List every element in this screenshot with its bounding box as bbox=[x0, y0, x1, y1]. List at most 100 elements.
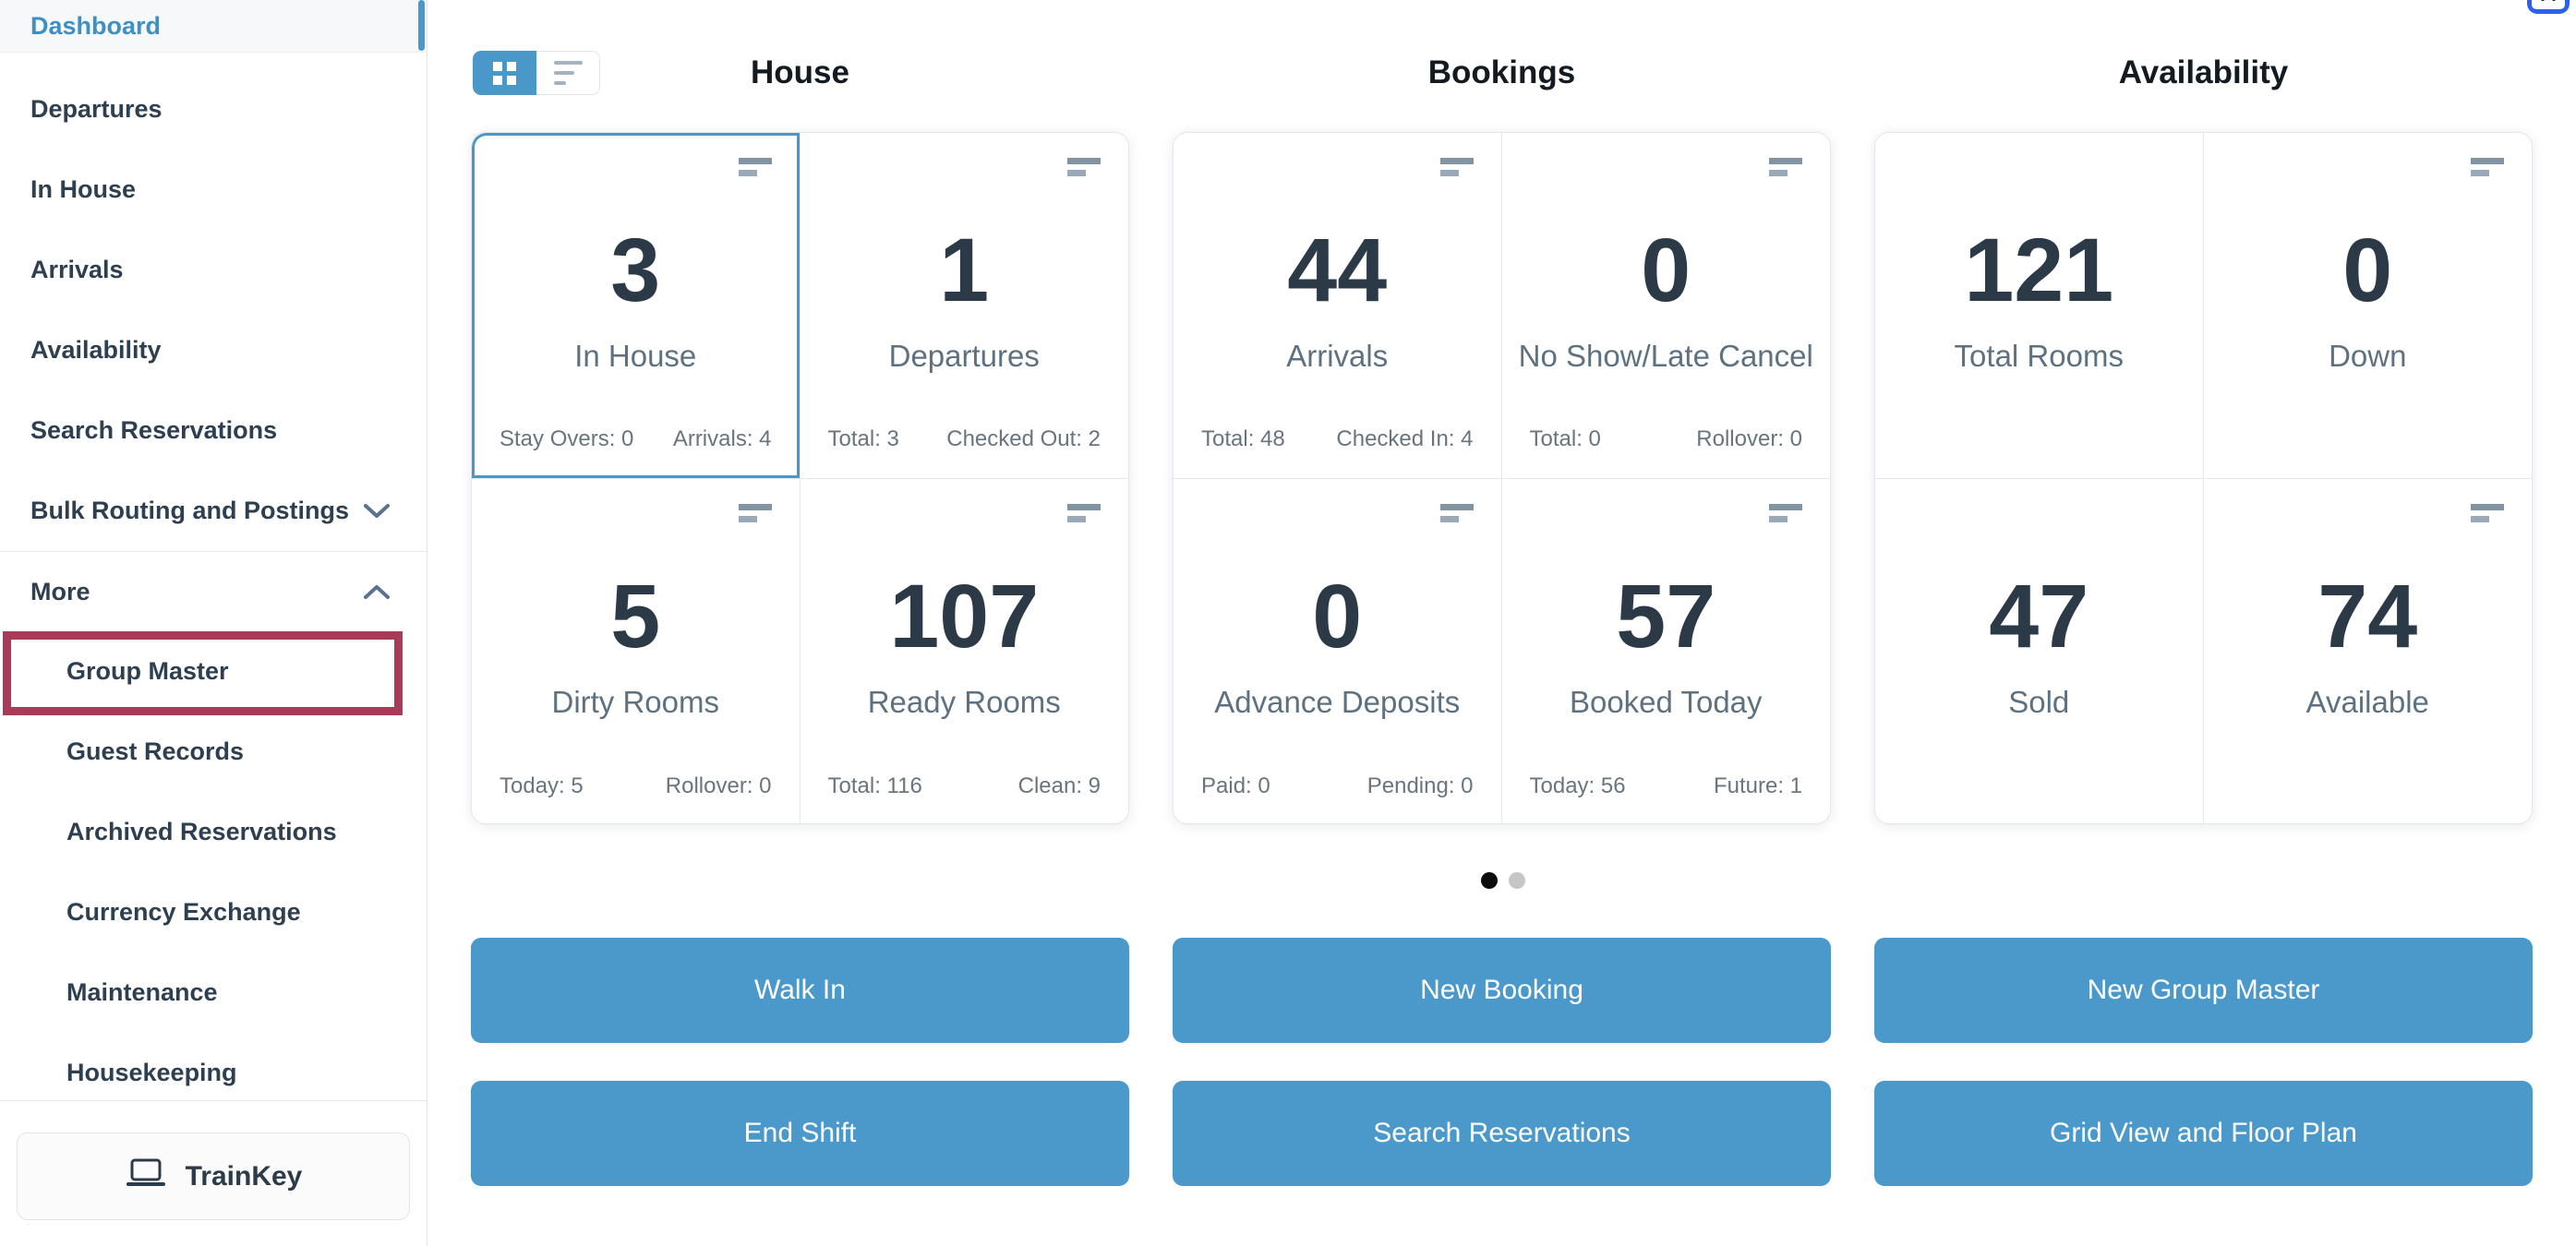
stat-label: Booked Today bbox=[1569, 685, 1763, 719]
action-button-new-booking[interactable]: New Booking bbox=[1173, 938, 1831, 1043]
grid-view-button[interactable] bbox=[473, 51, 536, 95]
sidebar-item-dashboard[interactable]: Dashboard bbox=[0, 0, 427, 53]
sidebar-item-maintenance[interactable]: Maintenance bbox=[0, 952, 427, 1033]
card-menu-icon[interactable] bbox=[1769, 504, 1802, 522]
stat-footer: Total: 0 Rollover: 0 bbox=[1530, 426, 1803, 452]
stat-card-available[interactable]: 74 Available bbox=[2204, 479, 2533, 823]
grid-view-icon bbox=[493, 61, 516, 85]
stat-footer-item: Clean: 9 bbox=[1017, 773, 1101, 798]
list-view-button[interactable] bbox=[536, 51, 600, 95]
card-menu-icon[interactable] bbox=[1439, 504, 1474, 522]
stat-card-dirty-rooms[interactable]: 5 Dirty Rooms Today: 5 Rollover: 0 bbox=[472, 479, 800, 823]
sidebar-item-housekeeping[interactable]: Housekeeping bbox=[0, 1033, 427, 1113]
stat-value: 5 bbox=[610, 566, 661, 666]
stat-footer-item: Total: 3 bbox=[827, 426, 899, 451]
stat-footer-item: Paid: 0 bbox=[1201, 773, 1270, 798]
panel-title-availability: Availability bbox=[2118, 54, 2289, 90]
stat-card-in-house[interactable]: 3 In House Stay Overs: 0 Arrivals: 4 bbox=[472, 133, 800, 479]
sidebar-item-label: Availability bbox=[30, 336, 162, 364]
card-menu-icon[interactable] bbox=[1067, 158, 1101, 176]
stat-label: No Show/Late Cancel bbox=[1518, 339, 1813, 373]
stat-footer-item: Rollover: 0 bbox=[665, 773, 772, 798]
sidebar-item-departures[interactable]: Departures bbox=[0, 69, 427, 150]
list-view-icon bbox=[553, 61, 583, 85]
card-menu-icon[interactable] bbox=[738, 158, 772, 176]
sidebar-item-availability[interactable]: Availability bbox=[0, 310, 427, 390]
sidebar-item-archived-reservations[interactable]: Archived Reservations bbox=[0, 792, 427, 872]
panels-container: 3 In House Stay Overs: 0 Arrivals: 4 1 Depart… bbox=[471, 132, 2534, 824]
stat-footer: Paid: 0 Pending: 0 bbox=[1201, 773, 1474, 799]
stat-value: 107 bbox=[889, 566, 1040, 666]
action-button-walk-in[interactable]: Walk In bbox=[471, 938, 1129, 1043]
stat-card-arrivals[interactable]: 44 Arrivals Total: 48 Checked In: 4 bbox=[1174, 133, 1502, 479]
stat-footer-item: Total: 48 bbox=[1201, 426, 1285, 451]
action-button-row-2: End Shift Search Reservations Grid View … bbox=[471, 1081, 2534, 1186]
trainkey-button[interactable]: TrainKey bbox=[17, 1132, 410, 1220]
stat-card-advance-deposits[interactable]: 0 Advance Deposits Paid: 0 Pending: 0 bbox=[1174, 479, 1502, 823]
sidebar-item-in-house[interactable]: In House bbox=[0, 150, 427, 230]
stat-card-departures[interactable]: 1 Departures Total: 3 Checked Out: 2 bbox=[800, 133, 1128, 479]
trainkey-label: TrainKey bbox=[185, 1160, 303, 1192]
stat-value: 47 bbox=[1989, 566, 2089, 666]
action-button-row-1: Walk In New Booking New Group Master bbox=[471, 938, 2534, 1043]
sidebar-item-more[interactable]: More bbox=[0, 551, 427, 631]
stat-card-down[interactable]: 0 Down bbox=[2203, 133, 2532, 479]
stat-card-no-show-late-cancel[interactable]: 0 No Show/Late Cancel Total: 0 Rollover: 0 bbox=[1501, 133, 1830, 479]
stat-label: Down bbox=[2329, 339, 2407, 373]
sidebar-item-label: Departures bbox=[30, 95, 163, 123]
sidebar-nav: Dashboard Departures In House Arrivals Avail… bbox=[0, 0, 427, 1113]
sidebar-item-label: Group Master bbox=[66, 657, 229, 685]
stat-footer: Stay Overs: 0 Arrivals: 4 bbox=[500, 426, 772, 452]
chevron-down-icon bbox=[364, 503, 390, 519]
view-toggle bbox=[473, 51, 600, 95]
stat-card-sold[interactable]: 47 Sold bbox=[1875, 479, 2204, 823]
stat-footer: Total: 116 Clean: 9 bbox=[828, 773, 1101, 799]
sidebar-item-label: Bulk Routing and Postings bbox=[30, 497, 349, 524]
stat-footer: Total: 48 Checked In: 4 bbox=[1201, 426, 1474, 452]
action-button-search-reservations[interactable]: Search Reservations bbox=[1173, 1081, 1831, 1186]
stat-label: Sold bbox=[2008, 685, 2070, 719]
sidebar: Dashboard Departures In House Arrivals Avail… bbox=[0, 0, 427, 1246]
action-button-grid-view-floor-plan[interactable]: Grid View and Floor Plan bbox=[1874, 1081, 2533, 1186]
sidebar-scrollbar-thumb[interactable] bbox=[418, 0, 425, 51]
stat-value: 3 bbox=[610, 220, 661, 320]
card-menu-icon[interactable] bbox=[1067, 504, 1101, 522]
pagination-dot[interactable] bbox=[1480, 872, 1498, 889]
stat-card-booked-today[interactable]: 57 Booked Today Today: 56 Future: 1 bbox=[1502, 479, 1831, 823]
pagination-dot[interactable] bbox=[1508, 872, 1525, 889]
stat-footer-item: Total: 0 bbox=[1529, 426, 1601, 451]
sidebar-item-guest-records[interactable]: Guest Records bbox=[0, 712, 427, 792]
sidebar-item-label: Maintenance bbox=[66, 978, 218, 1006]
sidebar-item-group-master[interactable]: Group Master bbox=[0, 631, 427, 715]
sidebar-item-label: Arrivals bbox=[30, 256, 124, 283]
sidebar-item-label: Search Reservations bbox=[30, 416, 278, 444]
card-menu-icon[interactable] bbox=[1769, 158, 1802, 176]
panel-house: 3 In House Stay Overs: 0 Arrivals: 4 1 Depart… bbox=[471, 132, 1129, 824]
stat-label: Ready Rooms bbox=[867, 685, 1061, 719]
sidebar-item-label: Currency Exchange bbox=[66, 898, 301, 926]
sidebar-item-currency-exchange[interactable]: Currency Exchange bbox=[0, 872, 427, 952]
action-button-end-shift[interactable]: End Shift bbox=[471, 1081, 1129, 1186]
stat-card-total-rooms[interactable]: 121 Total Rooms bbox=[1875, 133, 2204, 479]
stat-label: Arrivals bbox=[1286, 339, 1389, 373]
sidebar-item-label: More bbox=[30, 577, 90, 605]
stat-label: Total Rooms bbox=[1954, 339, 2124, 373]
sidebar-bottom-section: TrainKey bbox=[0, 1100, 427, 1246]
sidebar-item-label: Archived Reservations bbox=[66, 818, 337, 845]
sidebar-item-bulk-routing-and-postings[interactable]: Bulk Routing and Postings bbox=[0, 471, 427, 551]
card-menu-icon[interactable] bbox=[2471, 158, 2504, 176]
stat-footer: Today: 5 Rollover: 0 bbox=[500, 773, 772, 799]
card-menu-icon[interactable] bbox=[1439, 158, 1474, 176]
stat-value: 0 bbox=[2342, 220, 2393, 320]
sidebar-item-search-reservations[interactable]: Search Reservations bbox=[0, 390, 427, 471]
stat-footer-item: Total: 116 bbox=[827, 773, 922, 798]
stat-footer-item: Pending: 0 bbox=[1366, 773, 1474, 798]
sidebar-item-arrivals[interactable]: Arrivals bbox=[0, 230, 427, 310]
action-button-new-group-master[interactable]: New Group Master bbox=[1874, 938, 2533, 1043]
card-menu-icon[interactable] bbox=[2471, 504, 2504, 522]
stat-card-ready-rooms[interactable]: 107 Ready Rooms Total: 116 Clean: 9 bbox=[800, 479, 1129, 823]
stat-footer: Total: 3 Checked Out: 2 bbox=[828, 426, 1101, 452]
stat-label: Dirty Rooms bbox=[551, 685, 720, 719]
browser-extension-badge[interactable] bbox=[2527, 0, 2570, 14]
card-menu-icon[interactable] bbox=[738, 504, 772, 522]
